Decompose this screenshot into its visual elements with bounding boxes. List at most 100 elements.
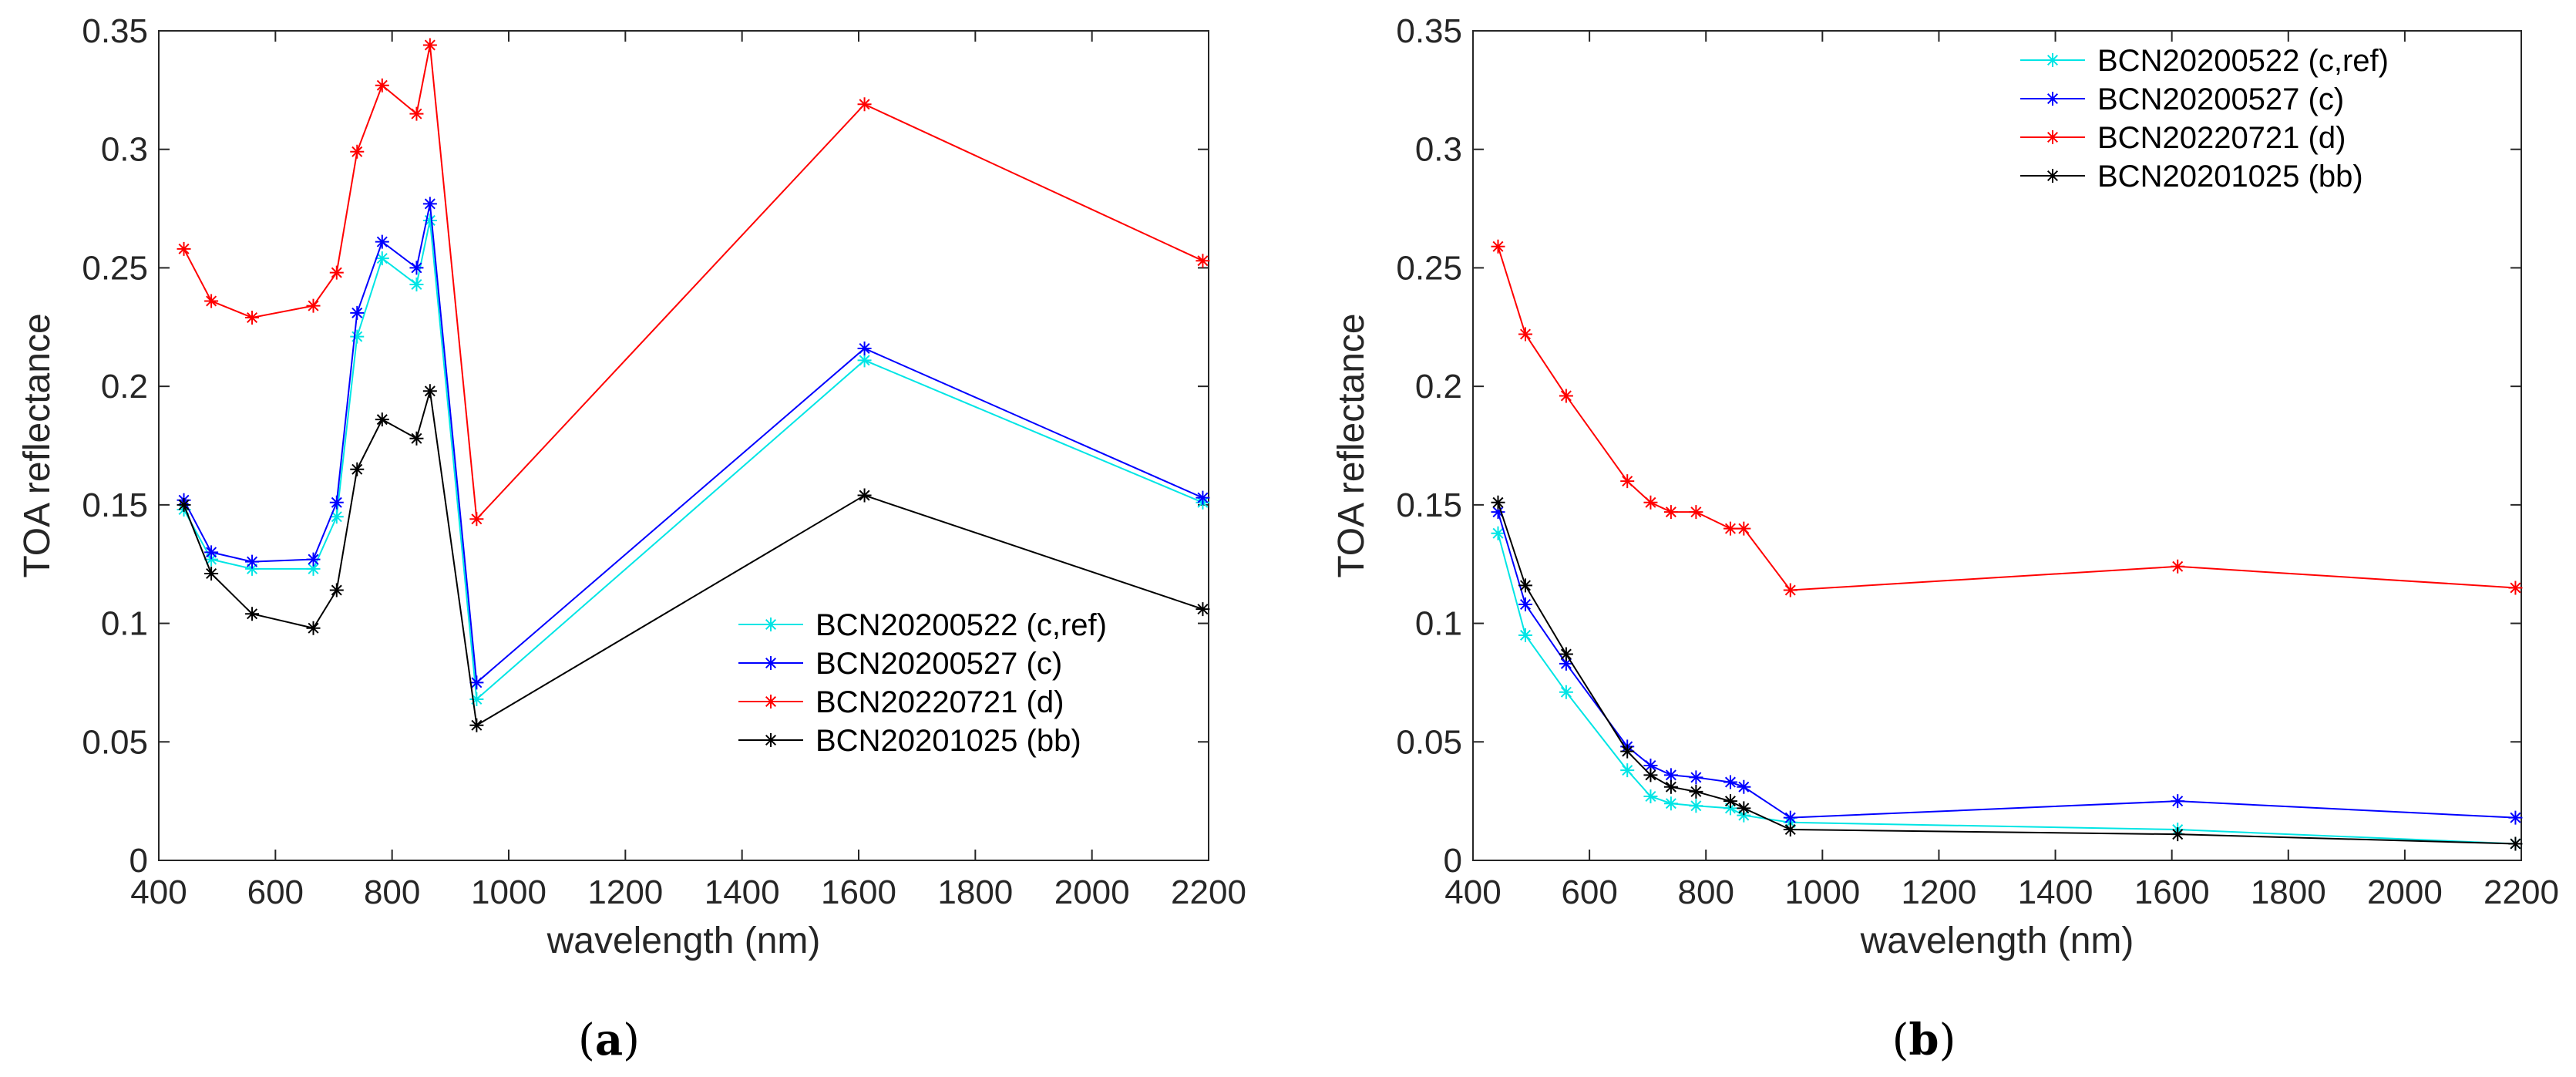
y-tick-label: 0 xyxy=(1444,842,1462,880)
y-tick-label: 0.1 xyxy=(101,605,148,643)
series-point xyxy=(1559,685,1573,699)
legend-entry: BCN20201025 (bb) xyxy=(2097,160,2363,194)
series-point xyxy=(204,294,219,308)
series-point xyxy=(1643,759,1658,773)
series-point xyxy=(409,431,424,446)
series-point xyxy=(1491,239,1505,254)
series-point xyxy=(422,38,437,52)
x-tick-label: 600 xyxy=(1561,873,1617,911)
y-tick-label: 0.2 xyxy=(1415,368,1462,406)
series-point xyxy=(1689,799,1703,813)
x-tick-label: 1200 xyxy=(1901,873,1976,911)
y-tick-label: 0.3 xyxy=(101,131,148,169)
series-point xyxy=(409,277,424,291)
series-point xyxy=(1491,495,1505,510)
series-point xyxy=(375,251,389,266)
legend-entry: BCN20200527 (c) xyxy=(816,647,1062,681)
series-point xyxy=(306,298,321,313)
panel-caption: (b) xyxy=(1892,1015,1956,1065)
series-point xyxy=(764,695,778,708)
plot-area xyxy=(158,30,1209,861)
series-point xyxy=(1737,779,1751,794)
x-tick-label: 400 xyxy=(1444,873,1501,911)
series-point xyxy=(1518,327,1532,342)
caption-letter: a xyxy=(595,1015,623,1065)
y-tick-label: 0.35 xyxy=(1396,12,1462,50)
series-point xyxy=(245,310,260,325)
x-tick-label: 800 xyxy=(1678,873,1734,911)
series-point xyxy=(245,607,260,621)
series-point xyxy=(469,512,484,527)
series-line xyxy=(183,220,1203,701)
series-point xyxy=(1723,801,1737,816)
series-point xyxy=(2508,581,2523,595)
series-point xyxy=(2046,130,2060,144)
x-tick-label: 2200 xyxy=(1171,873,1246,911)
series-point xyxy=(350,305,365,320)
series-point xyxy=(764,656,778,670)
x-tick-label: 600 xyxy=(247,873,304,911)
series-point xyxy=(1783,823,1797,837)
series-point xyxy=(1196,490,1210,505)
legend-entry: BCN20200522 (c,ref) xyxy=(816,608,1107,642)
legend: BCN20200522 (c,ref) BCN20200527 (c) BCN202… xyxy=(738,608,1107,758)
series-line xyxy=(1497,533,2516,845)
series-point xyxy=(1491,505,1505,520)
series-point xyxy=(329,583,344,597)
series-point xyxy=(1663,779,1678,794)
series-point xyxy=(245,554,260,569)
y-tick-label: 0.15 xyxy=(82,486,148,524)
caption-close: ) xyxy=(623,1015,640,1065)
legend: BCN20200522 (c,ref) BCN20200527 (c) BCN202… xyxy=(2020,44,2389,194)
x-axis-title: wavelength (nm) xyxy=(546,920,821,961)
y-tick-label: 0.05 xyxy=(1396,723,1462,761)
series-point xyxy=(1643,789,1658,803)
series-point xyxy=(1518,597,1532,611)
series-point xyxy=(1491,526,1505,540)
series-point xyxy=(469,675,484,690)
series-point xyxy=(409,106,424,121)
series-point xyxy=(422,384,437,399)
legend-entry: BCN20200522 (c,ref) xyxy=(2097,44,2389,78)
series-point xyxy=(1663,796,1678,811)
y-axis-title: TOA reflectance xyxy=(17,313,58,577)
series-point xyxy=(1663,768,1678,783)
series-point xyxy=(1689,505,1703,520)
series-point xyxy=(857,488,872,503)
series-point xyxy=(2171,794,2185,809)
series-point xyxy=(1559,389,1573,403)
series-point xyxy=(177,497,191,512)
series-point xyxy=(857,97,872,112)
legend-entry: BCN20200527 (c) xyxy=(2097,82,2344,116)
y-tick-label: 0.25 xyxy=(1396,249,1462,287)
series-line xyxy=(1497,246,2516,591)
y-tick-label: 0.35 xyxy=(82,12,148,50)
series-point xyxy=(177,241,191,256)
caption-close: ) xyxy=(1939,1015,1956,1065)
caption-open: ( xyxy=(578,1015,595,1065)
series-point xyxy=(1689,784,1703,799)
series-point xyxy=(1723,775,1737,789)
legend-entry: BCN20201025 (bb) xyxy=(816,724,1081,758)
x-tick-label: 1400 xyxy=(705,873,780,911)
series-point xyxy=(764,733,778,747)
series-point xyxy=(1663,505,1678,520)
series-2 xyxy=(177,38,1210,527)
series-point xyxy=(1723,794,1737,809)
series-line xyxy=(183,45,1203,521)
x-tick-label: 1600 xyxy=(2134,873,2210,911)
y-tick-label: 0.15 xyxy=(1396,486,1462,524)
x-tick-label: 1000 xyxy=(1784,873,1860,911)
series-point xyxy=(857,353,872,368)
caption-open: ( xyxy=(1892,1015,1909,1065)
series-point xyxy=(306,621,321,635)
series-point xyxy=(1643,495,1658,510)
series-3 xyxy=(177,384,1210,732)
series-point xyxy=(306,552,321,567)
series-point xyxy=(1723,521,1737,536)
series-point xyxy=(2508,836,2523,851)
series-point xyxy=(350,144,365,159)
y-tick-label: 0.2 xyxy=(101,368,148,406)
series-point xyxy=(764,618,778,631)
